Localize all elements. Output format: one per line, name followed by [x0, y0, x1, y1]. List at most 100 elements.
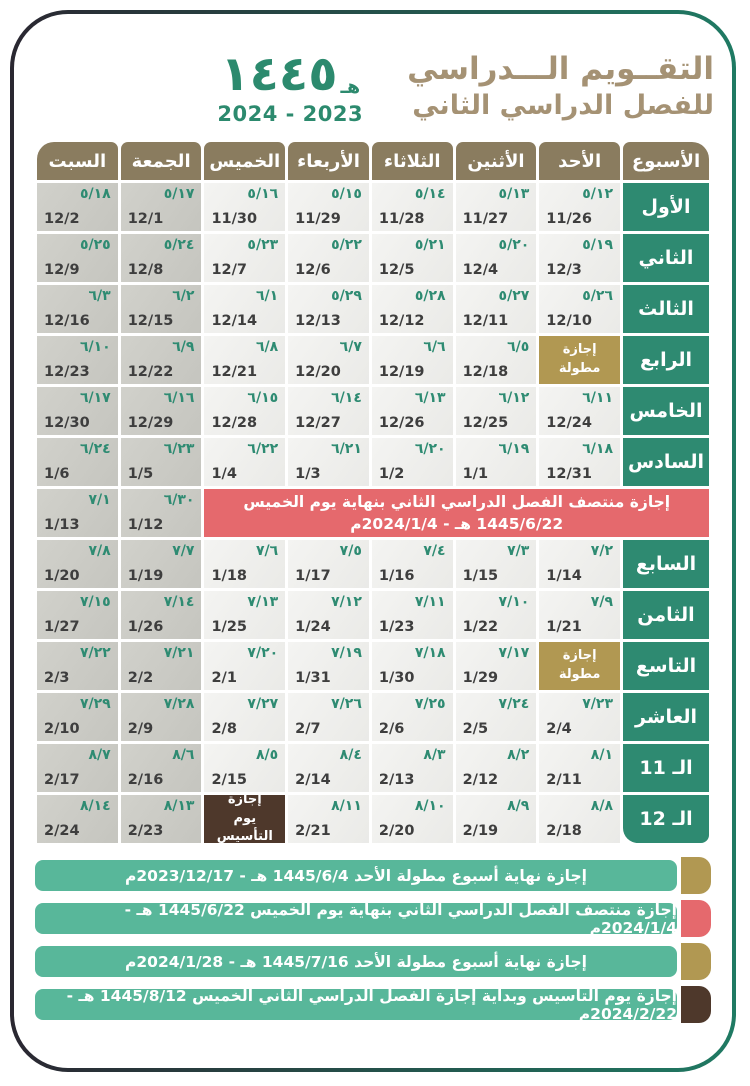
gregorian-date: 12/27 [295, 415, 341, 431]
day-cell: ٨/١٤ 2/24 [37, 795, 118, 843]
gregorian-date: 12/15 [127, 313, 174, 329]
day-cell: ٧/١٣ 1/25 [204, 591, 286, 639]
hijri-date: ٥/١٧ [163, 186, 195, 202]
gregorian-date: 11/30 [211, 211, 258, 227]
day-cell: ٧/٢٦ 2/7 [288, 693, 369, 741]
day-cell: ٥/١٧ 12/1 [120, 183, 202, 231]
hijri-date: ٦/١٢ [498, 390, 530, 406]
gregorian-date: 1/22 [462, 619, 499, 635]
day-cell: ٦/٢٣ 1/5 [120, 438, 202, 486]
column-header-6: الجمعة [120, 142, 202, 180]
gregorian-date: 1/13 [44, 517, 80, 533]
hijri-date: ٦/٩ [172, 339, 195, 355]
legend-text-bar: إجازة منتصف الفصل الدراسي الثاني بنهاية … [35, 901, 677, 937]
hijri-date: ٧/٢٥ [414, 696, 446, 712]
gregorian-date: 12/24 [546, 415, 592, 431]
day-cell: ٧/٢٤ 2/5 [455, 693, 537, 741]
gregorian-date: 2/19 [462, 823, 499, 839]
holiday-label-line2: مطولة [558, 361, 601, 376]
day-cell: ٨/١ 2/11 [539, 744, 620, 792]
title-line-1: التقــويم الـــدراسي [407, 51, 714, 87]
hijri-date: ٦/٨ [255, 339, 279, 355]
hijri-date: ٧/٢٩ [79, 696, 111, 712]
day-cell: ٨/١٣ 2/23 [120, 795, 202, 843]
day-cell: ٧/٨ 1/20 [37, 540, 118, 588]
gregorian-date: 2/21 [295, 823, 331, 839]
day-cell: ٦/١١ 12/24 [539, 387, 620, 435]
gregorian-date: 12/23 [44, 364, 90, 380]
calendar-card-inner: التقــويم الـــدراسي للفصل الدراسي الثان… [14, 14, 732, 1068]
day-cell: ٨/٣ 2/13 [371, 744, 453, 792]
week-label: الرابع [623, 336, 709, 384]
hijri-date: ٧/١١ [414, 594, 446, 610]
day-cell: ٧/٢٢ 2/3 [37, 642, 118, 690]
day-cell: ٦/٣٠ 1/12 [120, 489, 202, 537]
gregorian-date: 1/25 [211, 619, 248, 635]
hijri-date: ٧/٧ [172, 543, 195, 559]
day-cell: ٧/٢ 1/14 [539, 540, 620, 588]
hijri-date: ٦/١١ [582, 390, 613, 406]
hijri-date: ٨/٧ [88, 747, 111, 763]
gregorian-date: 12/6 [295, 262, 331, 278]
gregorian-date: 2/6 [378, 721, 405, 737]
hijri-date: ٧/١٤ [163, 594, 195, 610]
holiday-label-line2: مطولة [558, 667, 601, 682]
hijri-date: ٧/١٩ [331, 645, 362, 661]
day-cell: ٨/١١ 2/21 [288, 795, 369, 843]
hijri-date: ٥/١٥ [331, 186, 362, 202]
day-cell: ٥/١٨ 12/2 [37, 183, 118, 231]
hijri-date: ٦/٢٢ [247, 441, 279, 457]
hijri-date: ٦/٧ [339, 339, 362, 355]
hijri-date: ٦/١ [255, 288, 279, 304]
midterm-break-banner: إجازة منتصف الفصل الدراسي الثاني بنهاية … [204, 489, 709, 537]
day-cell: ٦/٢١ 1/3 [288, 438, 369, 486]
gregorian-date: 2/4 [546, 721, 572, 737]
hijri-date: ٦/٢٣ [163, 441, 195, 457]
day-cell: ٦/٢ 12/15 [120, 285, 202, 333]
gregorian-date: 12/10 [546, 313, 592, 329]
day-cell: ٧/١٠ 1/22 [455, 591, 537, 639]
hijri-date: ٨/٤ [339, 747, 362, 763]
hijri-date: ٥/٢١ [414, 237, 446, 253]
legend-item: إجازة يوم التأسيس وبداية إجازة الفصل الد… [35, 986, 711, 1023]
week-label: السابع [623, 540, 709, 588]
legend-color-tab [681, 900, 711, 937]
day-cell: ٧/١٤ 1/26 [120, 591, 202, 639]
day-cell: ٥/٢٢ 12/6 [288, 234, 369, 282]
holiday-label-line1: إجازة [562, 342, 597, 358]
gregorian-date: 12/21 [211, 364, 258, 380]
gregorian-date: 1/17 [295, 568, 331, 584]
hijri-date: ٦/٦ [423, 339, 446, 355]
hijri-date: ٨/٥ [255, 747, 279, 763]
day-cell: ٦/٢٤ 1/6 [37, 438, 118, 486]
hijri-date: ٨/١ [590, 747, 613, 763]
gregorian-date: 11/27 [462, 211, 509, 227]
calendar-table: الأسبوع الأحد الأثنين الثلاثاء الأربعاء الخمي… [37, 142, 709, 844]
day-cell: ٦/١٤ 12/27 [288, 387, 369, 435]
long-weekend-holiday-cell: إجازة مطولة [539, 336, 620, 384]
legend-item: إجازة نهاية أسبوع مطولة الأحد 1445/6/4 ه… [35, 857, 711, 894]
hijri-date: ٥/٢٦ [582, 288, 613, 304]
day-cell: ٦/١٧ 12/30 [37, 387, 118, 435]
hijri-date: ٧/٣ [507, 543, 530, 559]
hijri-date: ٦/٣٠ [163, 492, 195, 508]
gregorian-date: 12/25 [462, 415, 509, 431]
hijri-date: ٧/٩ [590, 594, 613, 610]
hijri-date: ٥/٢٥ [79, 237, 111, 253]
week-label: السادس [623, 438, 709, 486]
hijri-date: ٨/١٤ [79, 798, 111, 814]
day-cell: ٦/٣ 12/16 [37, 285, 118, 333]
gregorian-date: 12/12 [378, 313, 425, 329]
day-cell: ٦/٨ 12/21 [204, 336, 286, 384]
day-cell: ٧/٢١ 2/2 [120, 642, 202, 690]
day-cell: ٦/١٨ 12/31 [539, 438, 620, 486]
day-cell: ٦/١ 12/14 [204, 285, 286, 333]
gregorian-date: 2/2 [127, 670, 154, 686]
column-header-7: السبت [37, 142, 118, 180]
gregorian-date: 12/26 [378, 415, 425, 431]
page-header: التقــويم الـــدراسي للفصل الدراسي الثان… [14, 14, 732, 136]
column-header-3: الثلاثاء [371, 142, 453, 180]
banner-line1: إجازة منتصف الفصل الدراسي الثاني بنهاية … [243, 492, 671, 511]
gregorian-date: 2/3 [44, 670, 70, 686]
gregorian-date: 1/4 [211, 466, 237, 482]
